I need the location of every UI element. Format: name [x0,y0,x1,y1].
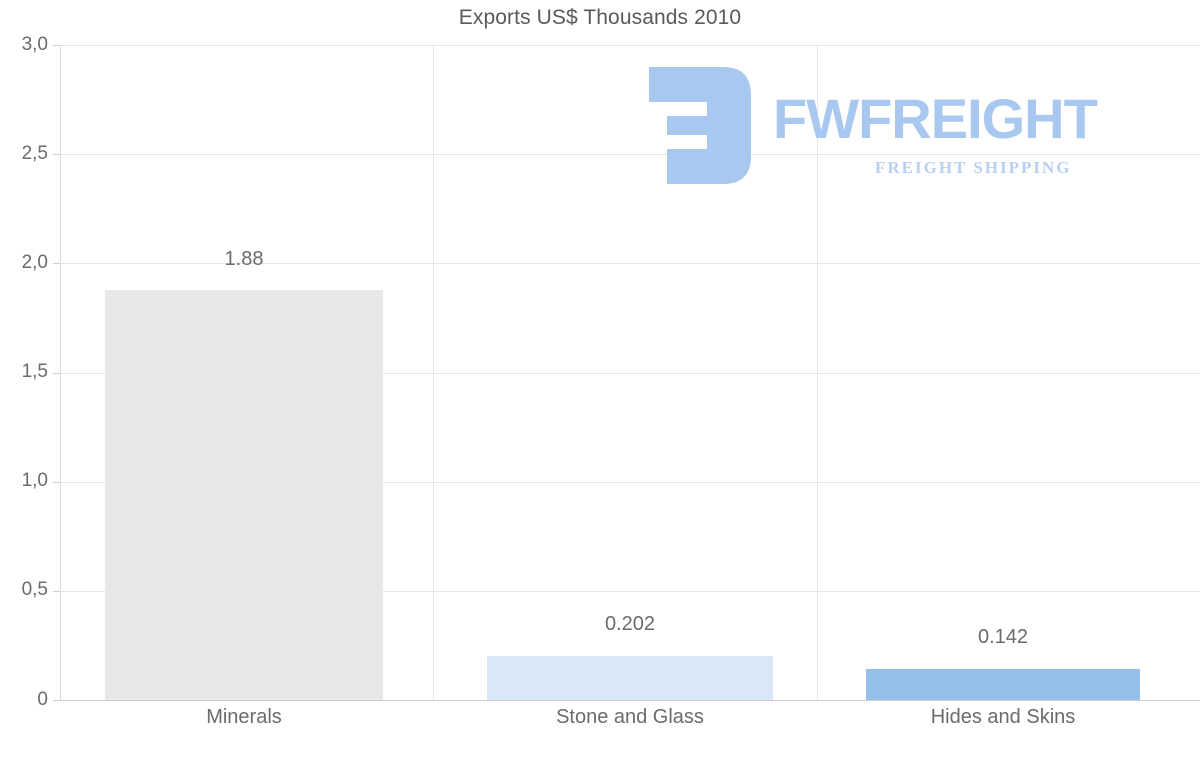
bar-value-label-minerals: 1.88 [224,248,264,270]
plot-area [60,45,1200,700]
gridline-horizontal [60,373,1200,374]
gridline-horizontal [60,45,1200,46]
gridline-horizontal [60,154,1200,155]
bar-stone-and-glass[interactable] [487,656,773,700]
y-axis-tick-mark [53,591,60,592]
gridline-horizontal [60,482,1200,483]
y-axis-tick-mark [53,263,60,264]
y-axis-tick-label: 2,5 [21,143,48,164]
chart-title: Exports US$ Thousands 2010 [458,6,742,29]
x-axis-category-label-stone-and-glass: Stone and Glass [556,706,704,728]
x-axis-line [60,700,1200,701]
x-axis-category-label-minerals: Minerals [206,706,282,728]
bar-value-label-stone-and-glass: 0.202 [604,613,656,635]
y-axis-tick-label: 1,5 [21,361,48,382]
y-axis-tick-mark [53,482,60,483]
bar-minerals[interactable] [105,290,383,700]
bar-value-label-hides-and-skins: 0.142 [977,626,1029,648]
y-axis-tick-mark [53,154,60,155]
y-axis-tick-label: 0,5 [21,579,48,600]
y-axis-tick-mark [53,700,60,701]
bar-hides-and-skins[interactable] [866,669,1140,700]
y-axis-tick-label: 1,0 [21,470,48,491]
gridline-vertical [817,45,818,700]
y-axis-tick-mark [53,45,60,46]
y-axis-tick-label: 0 [37,689,48,710]
gridline-horizontal [60,591,1200,592]
x-axis-category-label-hides-and-skins: Hides and Skins [930,706,1076,728]
gridline-vertical [433,45,434,700]
y-axis-tick-label: 2,0 [21,252,48,273]
y-axis-tick-label: 3,0 [21,34,48,55]
y-axis-tick-mark [53,373,60,374]
gridline-horizontal [60,263,1200,264]
